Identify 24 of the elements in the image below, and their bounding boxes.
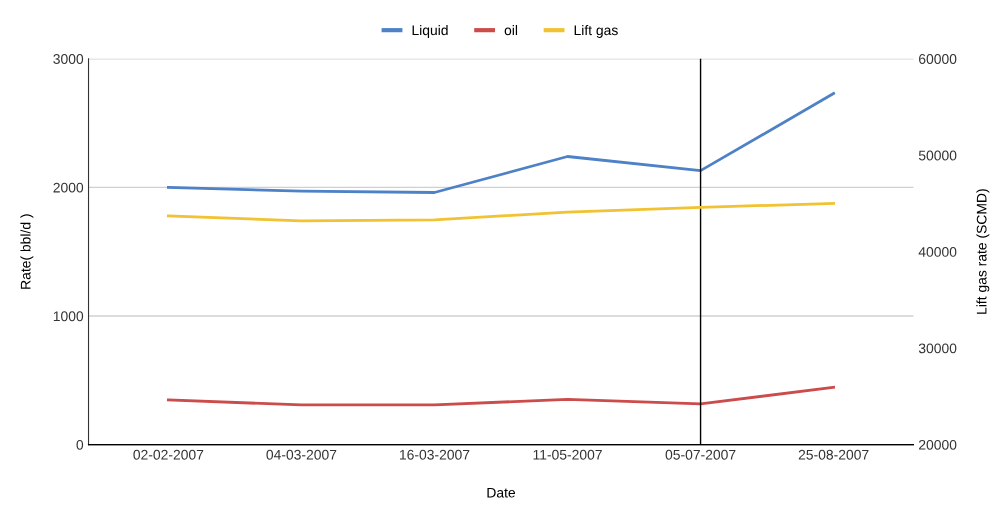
x-axis-title: Date xyxy=(487,487,516,498)
y2-tick-label: 60000 xyxy=(919,54,957,64)
x-tick-label: 11-05-2007 xyxy=(533,449,602,460)
x-tick-label: 04-03-2007 xyxy=(266,449,337,460)
y-tick-label: 1000 xyxy=(53,311,84,322)
legend-label: oil xyxy=(504,24,518,36)
y2-axis-title: Lift gas rate (SCMD) xyxy=(976,189,990,314)
x-tick-label: 02-02-2007 xyxy=(133,449,204,460)
line-series xyxy=(166,92,836,194)
y2-tick-label: 40000 xyxy=(918,247,957,257)
x-tick-label: 05-07-2007 xyxy=(665,449,736,460)
y2-tick-label: 20000 xyxy=(919,439,957,450)
x-tick-label: 16-03-2007 xyxy=(400,449,470,460)
line-series xyxy=(166,385,836,407)
y-axis-title: Rate( bbl/d ) xyxy=(20,214,34,289)
y2-tick-label: 50000 xyxy=(918,150,957,161)
y-tick-label: 0 xyxy=(76,439,84,450)
line-series xyxy=(166,202,836,223)
legend-label: Lift gas xyxy=(574,24,618,38)
y-tick-label: 3000 xyxy=(53,54,84,64)
x-tick-label: 25-08-2007 xyxy=(798,449,869,460)
y2-tick-label: 30000 xyxy=(918,343,957,354)
y-tick-label: 2000 xyxy=(53,182,84,193)
legend-label: Liquid xyxy=(412,24,448,38)
